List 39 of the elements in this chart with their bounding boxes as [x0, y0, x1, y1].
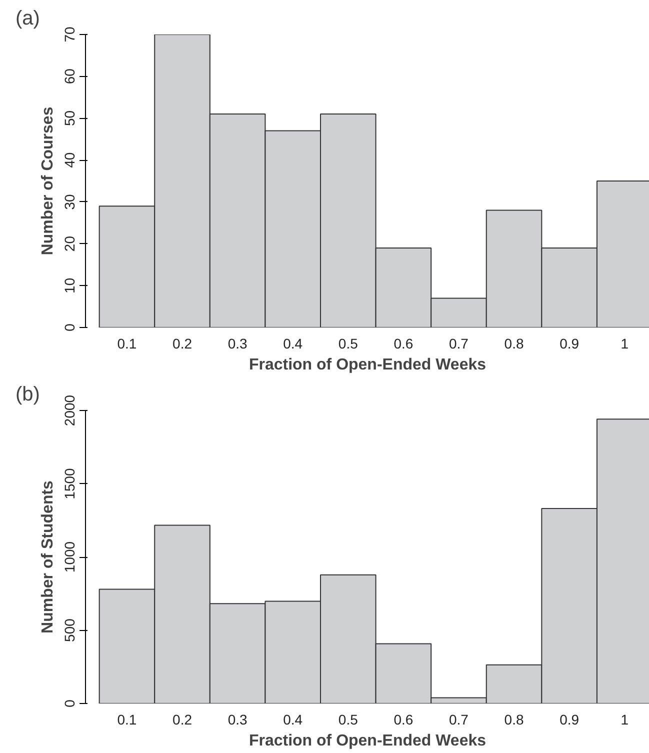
x-tick-label: 1: [620, 336, 629, 352]
x-tick-label: 1: [620, 712, 629, 728]
chart-title: (b): [16, 384, 40, 406]
x-tick-label: 0.9: [560, 336, 580, 352]
y-tick-label: 40: [62, 152, 78, 168]
y-tick-label: 1000: [62, 541, 78, 573]
x-tick-label: 0.9: [560, 712, 580, 728]
x-tick-label: 0.6: [394, 336, 414, 352]
x-tick-label: 0.5: [338, 336, 358, 352]
y-tick-label: 0: [62, 323, 78, 332]
y-axis-title: Number of Courses: [40, 106, 56, 256]
y-tick-label: 20: [62, 236, 78, 252]
x-tick-label: 0.8: [504, 336, 524, 352]
x-tick-label: 0.7: [449, 336, 469, 352]
x-tick-label: 0.4: [283, 712, 303, 728]
x-tick-label: 0.2: [172, 336, 192, 352]
x-tick-label: 0.1: [117, 712, 137, 728]
x-tick-label: 0.5: [338, 712, 358, 728]
y-tick-label: 10: [62, 278, 78, 294]
x-tick-label: 0.7: [449, 712, 469, 728]
y-tick-label: 30: [62, 194, 78, 210]
x-tick-label: 0.4: [283, 336, 303, 352]
y-tick-label: 50: [62, 110, 78, 126]
y-tick-label: 60: [62, 68, 78, 84]
y-tick-label: 1500: [62, 468, 78, 500]
x-tick-label: 0.2: [172, 712, 192, 728]
chart-title: (a): [16, 8, 40, 30]
y-tick-label: 2000: [62, 394, 78, 426]
x-tick-label: 0.1: [117, 336, 137, 352]
y-axis-title: Number of Students: [40, 480, 56, 634]
x-axis-title: Fraction of Open-Ended Weeks: [248, 356, 486, 374]
y-tick-label: 0: [62, 699, 78, 708]
y-tick-label: 70: [62, 26, 78, 42]
x-axis-title: Fraction of Open-Ended Weeks: [248, 732, 486, 750]
x-tick-label: 0.3: [228, 336, 248, 352]
y-tick-label: 500: [62, 618, 78, 642]
x-tick-label: 0.6: [394, 712, 414, 728]
x-tick-label: 0.8: [504, 712, 524, 728]
x-tick-label: 0.3: [228, 712, 248, 728]
